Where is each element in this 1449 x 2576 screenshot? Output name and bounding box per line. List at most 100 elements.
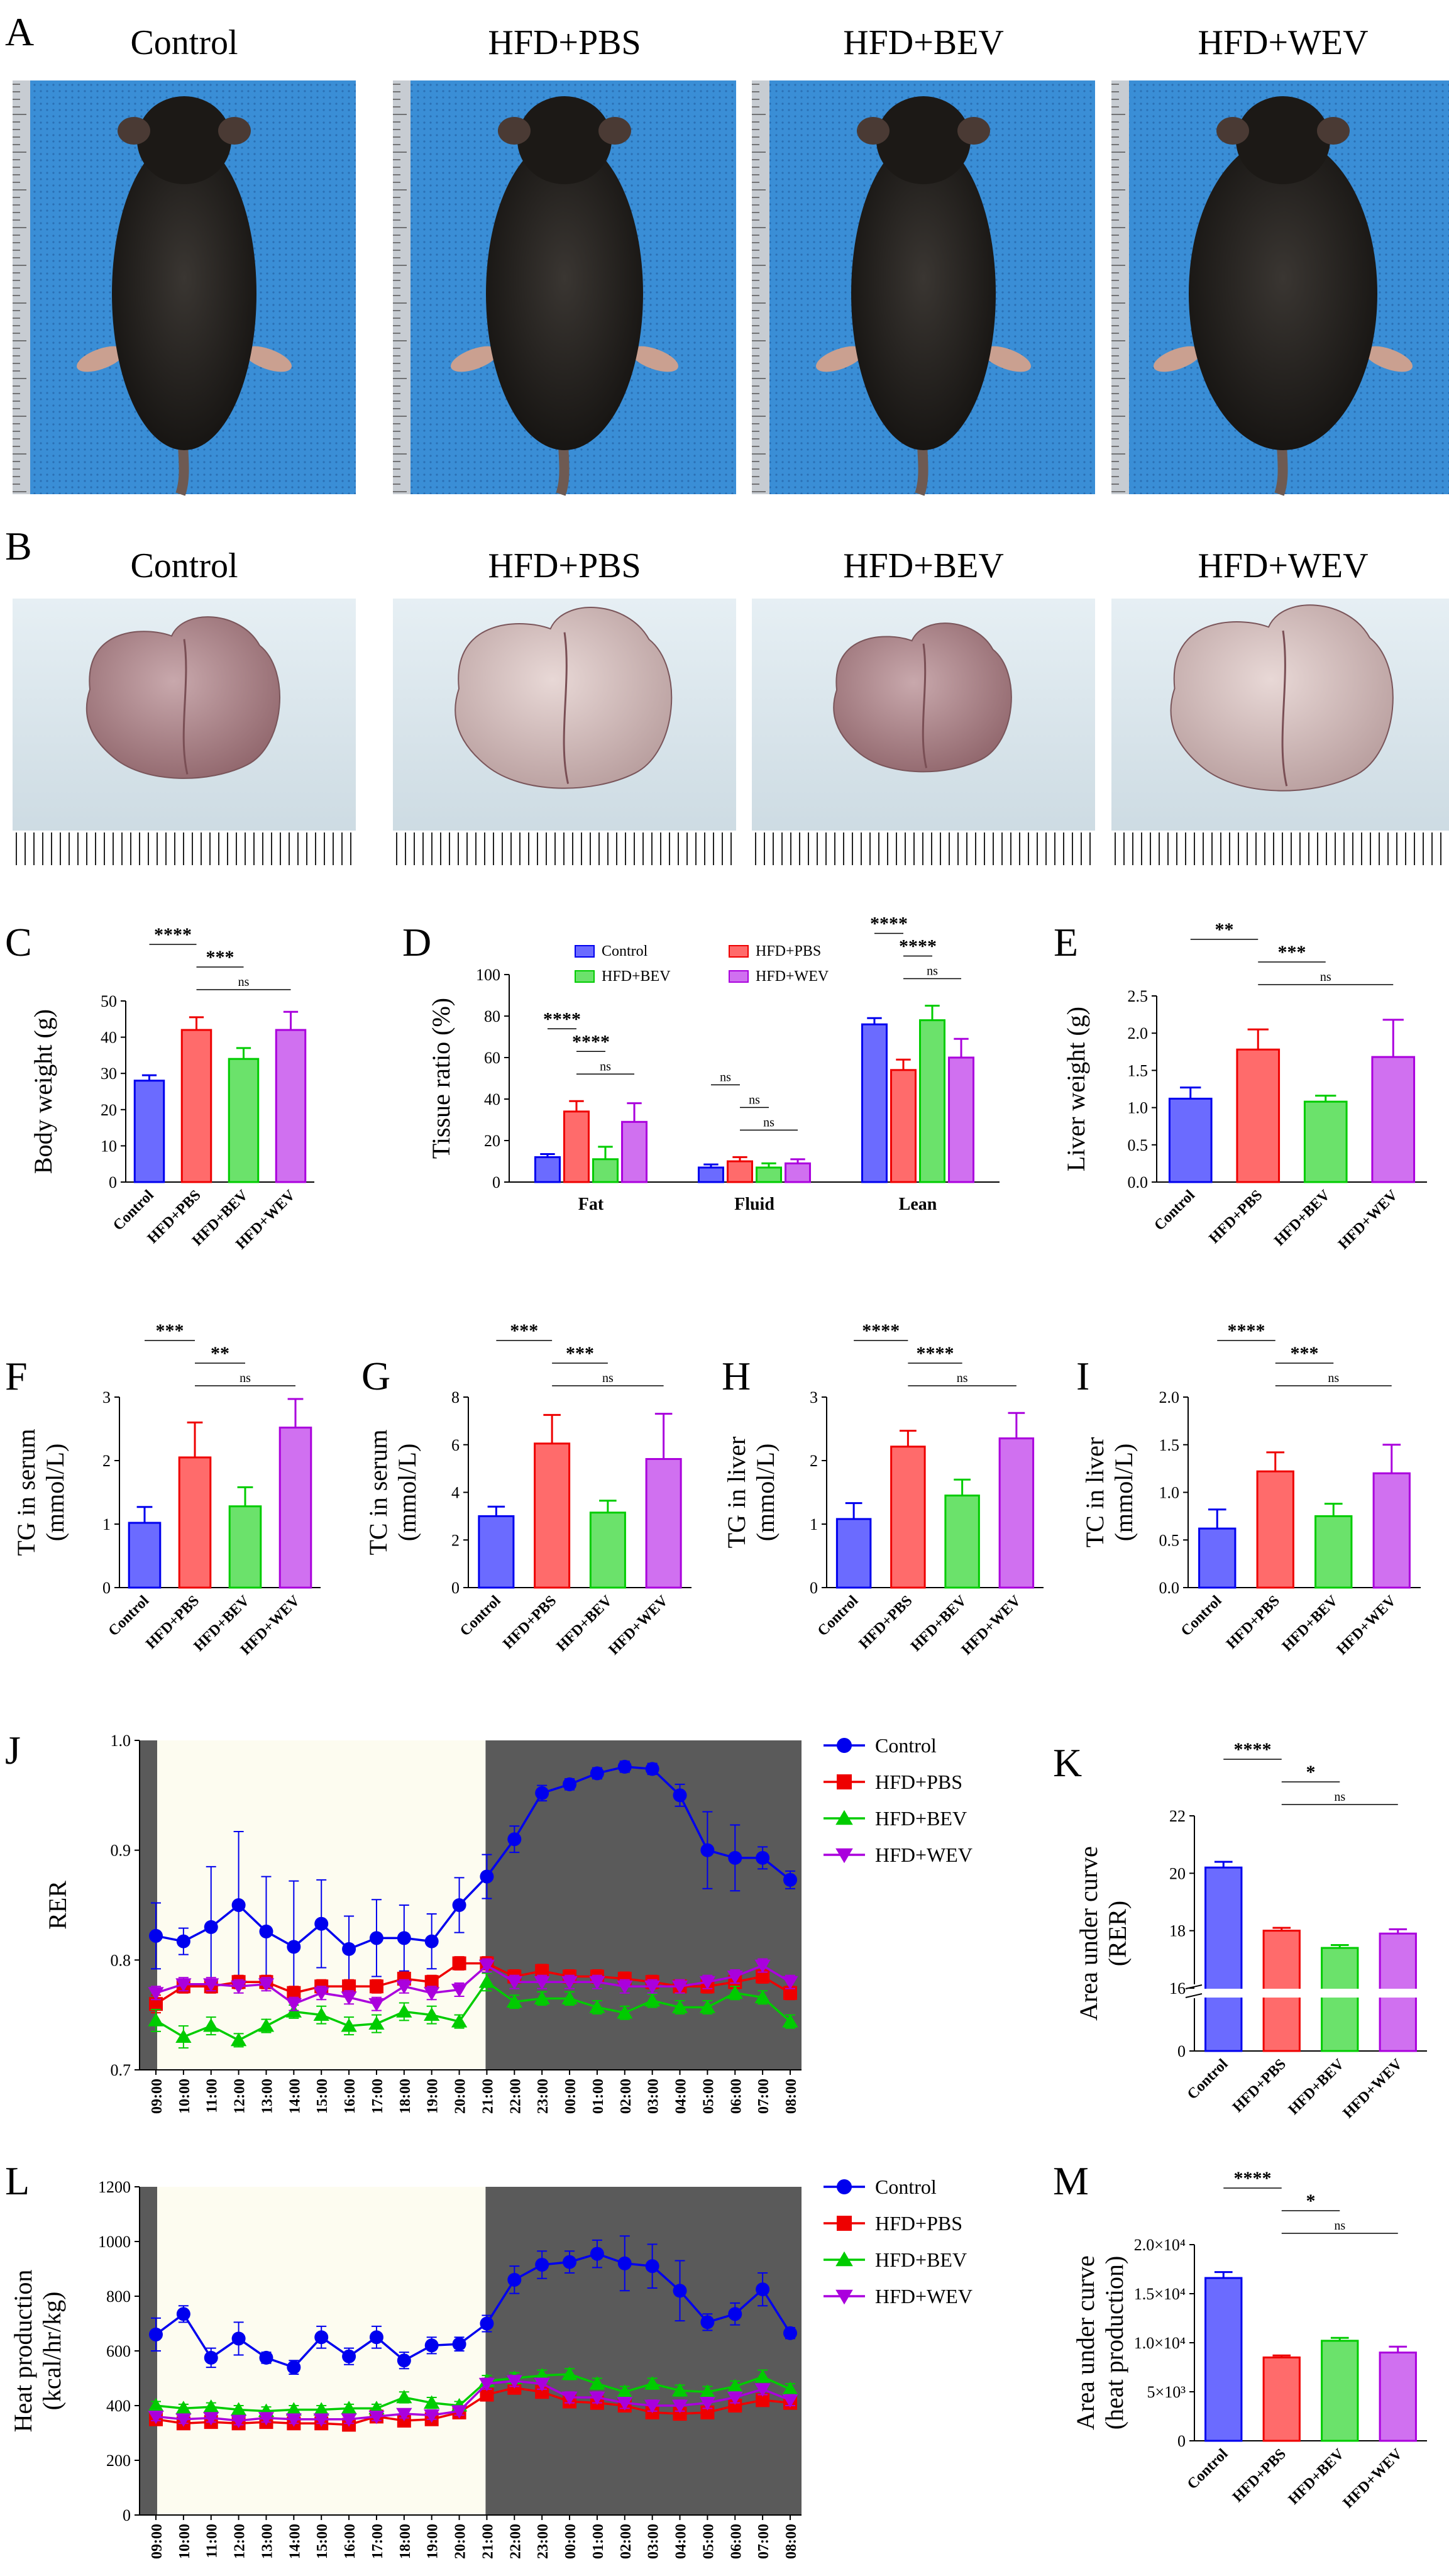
J-point-hfd-wev — [671, 1980, 688, 1994]
L-point-hfd-pbs — [535, 2385, 549, 2399]
mouse-foot — [77, 346, 124, 372]
J-point-hfd-bev — [782, 2014, 798, 2028]
J-point-hfd-bev — [396, 2004, 412, 2018]
photo-cell-hfd-bev: HFD+BEV — [752, 546, 1095, 871]
F-bar-hfd-pbs — [178, 1456, 212, 1589]
L-point-control — [563, 2255, 577, 2269]
liver-shape — [1170, 604, 1394, 792]
F-sig-label: *** — [156, 1320, 184, 1341]
K-bar-hfd-bev — [1321, 1947, 1359, 2052]
J-point-hfd-bev — [313, 2007, 329, 2021]
L-point-hfd-pbs — [480, 2387, 494, 2402]
J-dark-phase — [140, 1740, 157, 2070]
L-ytick-label: 400 — [106, 2397, 131, 2415]
L-point-hfd-wev — [451, 2405, 468, 2419]
I-ytick-label: 0.5 — [1159, 1531, 1180, 1549]
C-bar-hfd-bev — [228, 1058, 260, 1183]
panel-label-k: K — [1053, 1740, 1082, 1785]
G-xtick-label: Control — [457, 1593, 504, 1640]
J-xtick-label: 00:00 — [563, 2079, 579, 2114]
L-point-hfd-pbs — [728, 2399, 742, 2413]
K-xtick-label: Control — [1184, 2056, 1231, 2103]
L-series-control — [149, 2235, 797, 2375]
L-point-hfd-wev — [644, 2399, 661, 2414]
F-ylabel: TG in serum — [12, 1429, 40, 1556]
J-point-control — [452, 1898, 466, 1912]
L-legend-label: HFD+PBS — [875, 2212, 962, 2235]
mouse-photo — [393, 80, 736, 496]
J-ylabel: RER — [43, 1881, 72, 1930]
L-xtick-label: 05:00 — [700, 2524, 717, 2559]
D-bar-fat-hfd-bev — [592, 1158, 619, 1183]
mouse-ear — [498, 117, 531, 145]
H-ytick-label: 1 — [810, 1515, 818, 1534]
J-point-hfd-wev — [754, 1959, 771, 1974]
K-xtick-label: HFD+BEV — [1286, 2055, 1348, 2118]
mouse-head — [1236, 96, 1330, 184]
L-point-hfd-wev — [754, 2383, 771, 2397]
E-ytick-label: 2.5 — [1128, 987, 1149, 1005]
D-ylabel: Tissue ratio (%) — [427, 998, 455, 1159]
I-sig-label: *** — [1291, 1343, 1319, 1364]
J-point-hfd-wev — [396, 1980, 412, 1994]
J-ytick-label: 0.9 — [111, 1842, 131, 1860]
L-point-hfd-pbs — [673, 2407, 687, 2421]
D-bar-lean-hfd-wev — [948, 1056, 975, 1183]
J-point-control — [535, 1786, 549, 1800]
J-xtick-label: 21:00 — [480, 2079, 496, 2114]
D-legend-label: HFD+PBS — [756, 943, 821, 959]
panel-label-d: D — [402, 920, 431, 965]
D-ytick-label: 60 — [484, 1049, 500, 1067]
J-point-hfd-wev — [506, 1976, 522, 1990]
J-xtick-label: 05:00 — [700, 2079, 717, 2114]
J-point-control — [369, 1931, 383, 1945]
J-point-hfd-bev — [451, 2014, 468, 2028]
D-bar-fat-hfd-wev — [621, 1120, 648, 1183]
D-ytick-label: 20 — [484, 1132, 500, 1150]
L-point-hfd-bev — [782, 2381, 798, 2396]
G-bar-hfd-bev — [589, 1512, 626, 1589]
H-xtick-label: Control — [815, 1593, 862, 1640]
L-legend-marker — [837, 2179, 852, 2194]
J-xtick-label: 10:00 — [177, 2079, 193, 2114]
mouse-photo — [1111, 80, 1449, 496]
J-point-hfd-bev — [754, 1989, 771, 2004]
panel-label-f: F — [5, 1354, 28, 1398]
H-bar-hfd-bev — [944, 1495, 980, 1589]
J-point-hfd-pbs — [342, 1979, 356, 1994]
H-ytick-label: 3 — [810, 1388, 818, 1407]
D-bar-fluid-control — [697, 1166, 724, 1183]
C-ytick-label: 10 — [101, 1137, 117, 1155]
L-point-hfd-wev — [203, 2412, 219, 2426]
J-point-hfd-bev — [478, 1974, 495, 1988]
L-series-hfd-wev — [148, 2375, 798, 2429]
group-label-control: Control — [130, 546, 238, 585]
I-ytick-label: 0.0 — [1159, 1579, 1180, 1597]
L-point-hfd-bev — [230, 2402, 247, 2416]
L-point-hfd-bev — [671, 2382, 688, 2397]
D-bar-lean-hfd-pbs — [890, 1069, 917, 1183]
mouse-photo — [752, 80, 1095, 496]
mouse-foot — [1154, 346, 1201, 372]
L-legend-label: HFD+BEV — [875, 2248, 967, 2271]
L-xtick-label: 00:00 — [563, 2524, 579, 2559]
panel-label-e: E — [1054, 920, 1078, 965]
C-ytick-label: 20 — [101, 1101, 117, 1119]
mouse-ear — [1317, 117, 1350, 145]
J-point-hfd-bev — [644, 1993, 661, 2007]
mouse-body — [851, 137, 996, 450]
L-xtick-label: 06:00 — [728, 2524, 744, 2559]
mouse-body — [1189, 137, 1377, 450]
D-sig-label: ns — [763, 1115, 774, 1129]
L-legend: Control HFD+PBS HFD+BEV HFD+WEV — [824, 2175, 972, 2308]
C-ytick-label: 0 — [109, 1173, 117, 1191]
L-xtick-label: 20:00 — [453, 2524, 469, 2559]
H-ylabel: TG in liver — [722, 1437, 751, 1549]
J-xtick-label: 04:00 — [673, 2079, 690, 2114]
K-sig-label: ns — [1334, 1790, 1345, 1804]
J-point-control — [231, 1898, 246, 1912]
J-point-hfd-wev — [617, 1980, 633, 1994]
